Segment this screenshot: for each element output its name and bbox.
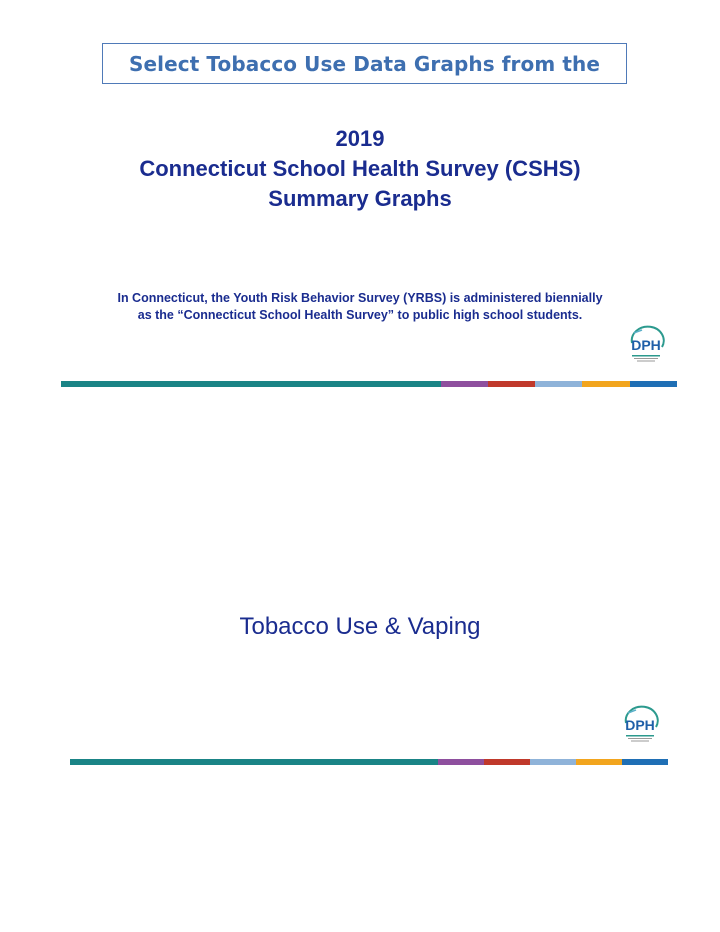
dph-logo-bottom: DPH <box>618 705 662 745</box>
title-survey: Connecticut School Health Survey (CSHS) <box>139 156 581 181</box>
logo-text: DPH <box>625 717 655 733</box>
logo-text: DPH <box>631 337 661 353</box>
intro-line-1: In Connecticut, the Youth Risk Behavior … <box>117 291 603 305</box>
section-title: Tobacco Use & Vaping <box>239 613 481 640</box>
page-title: 2019 Connecticut School Health Survey (C… <box>0 124 720 214</box>
title-year: 2019 <box>335 126 385 151</box>
title-graphs: Summary Graphs <box>268 186 452 211</box>
color-stripe-bottom <box>70 759 668 765</box>
dph-logo-top: DPH <box>624 325 668 365</box>
intro-text: In Connecticut, the Youth Risk Behavior … <box>0 290 720 324</box>
color-stripe-top <box>61 381 677 387</box>
intro-line-2: as the “Connecticut School Health Survey… <box>137 308 583 322</box>
header-box: Select Tobacco Use Data Graphs from the <box>102 43 627 84</box>
header-label: Select Tobacco Use Data Graphs from the <box>128 51 601 76</box>
